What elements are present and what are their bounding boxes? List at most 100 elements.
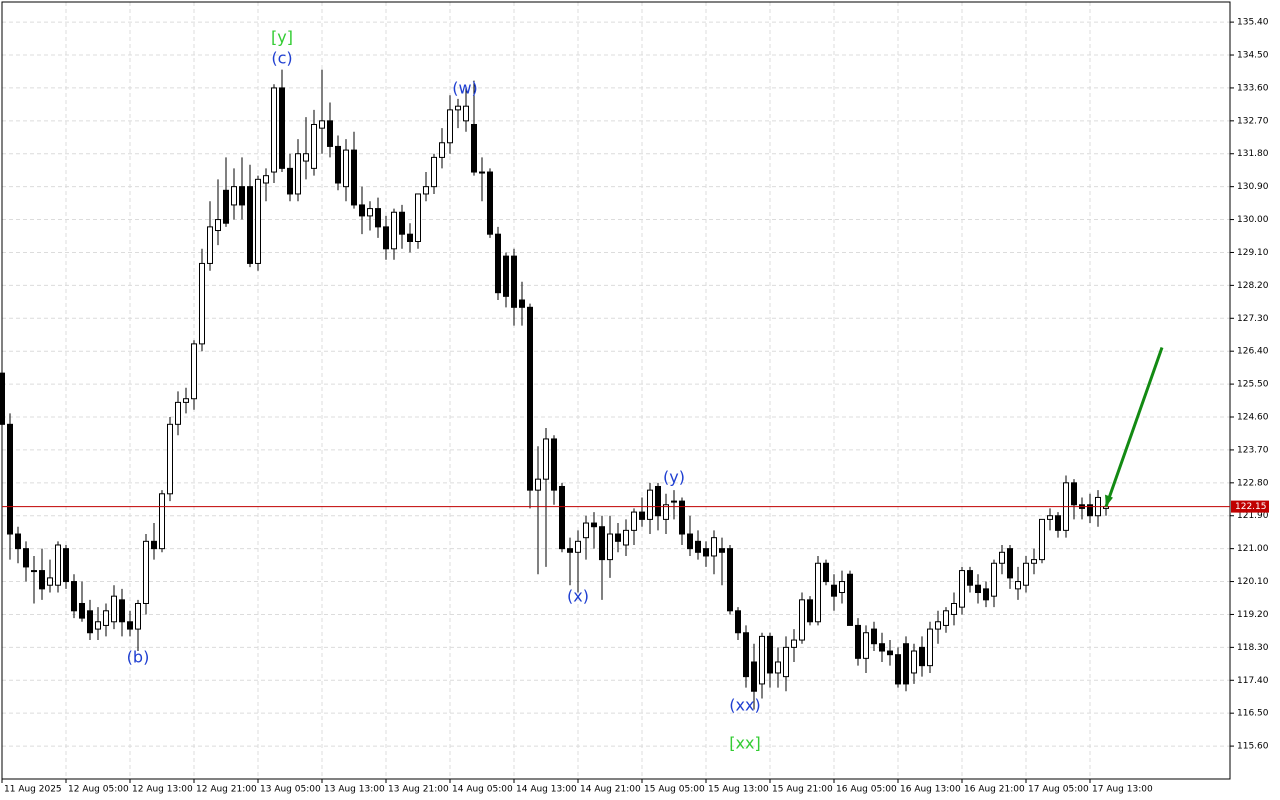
x-tick-label: 14 Aug 05:00 bbox=[452, 785, 513, 795]
y-tick-label: 121.00 bbox=[1237, 544, 1269, 554]
candle-body bbox=[599, 526, 605, 561]
candle-body bbox=[503, 255, 509, 297]
x-tick-label: 15 Aug 05:00 bbox=[644, 785, 705, 795]
candle-body bbox=[71, 581, 77, 612]
candle-body bbox=[1071, 482, 1077, 506]
x-tick-label: 11 Aug 2025 bbox=[4, 785, 62, 795]
candle-body bbox=[727, 548, 733, 612]
candle-body bbox=[367, 208, 373, 217]
candle-body bbox=[439, 142, 445, 158]
plot-frame bbox=[1, 1, 1231, 780]
candle-body bbox=[135, 602, 141, 630]
candle-body bbox=[423, 186, 429, 195]
candle-body bbox=[999, 551, 1005, 564]
candle-body bbox=[407, 233, 413, 242]
candle-body bbox=[983, 588, 989, 601]
wave-label: (w) bbox=[452, 79, 478, 98]
candle-body bbox=[639, 511, 645, 520]
candle-body bbox=[951, 602, 957, 615]
candle-body bbox=[47, 577, 53, 586]
forecast-line bbox=[1104, 347, 1164, 508]
candle-body bbox=[527, 306, 533, 491]
y-tick-label: 115.60 bbox=[1237, 742, 1269, 752]
candle-body bbox=[703, 548, 709, 557]
y-tick-label: 132.70 bbox=[1237, 116, 1269, 126]
candle-body bbox=[767, 635, 773, 674]
y-tick-label: 122.80 bbox=[1237, 478, 1269, 488]
candle-body bbox=[783, 646, 789, 678]
candle-body bbox=[1055, 515, 1061, 531]
candle-body bbox=[15, 533, 21, 550]
candle-body bbox=[895, 654, 901, 685]
candle-body bbox=[335, 145, 341, 184]
candle-body bbox=[631, 511, 637, 531]
candle-body bbox=[375, 208, 381, 228]
candle-body bbox=[911, 650, 917, 674]
candle-body bbox=[183, 398, 189, 403]
candle-body bbox=[303, 153, 309, 162]
candle-body bbox=[1007, 548, 1013, 579]
candle-body bbox=[207, 226, 213, 264]
candle-body bbox=[1047, 515, 1053, 520]
candle-body bbox=[567, 548, 573, 553]
candle-body bbox=[343, 149, 349, 188]
candle-body bbox=[287, 167, 293, 195]
candle-body bbox=[247, 186, 253, 264]
y-tick-label: 117.40 bbox=[1237, 676, 1269, 686]
candle-body bbox=[391, 211, 397, 250]
candle-body bbox=[223, 189, 229, 224]
y-tick-label: 123.70 bbox=[1237, 445, 1269, 455]
candle-body bbox=[735, 610, 741, 634]
candle-body bbox=[455, 105, 461, 111]
candle-body bbox=[479, 171, 485, 174]
candle-body bbox=[871, 628, 877, 645]
candle-body bbox=[111, 595, 117, 623]
candle-body bbox=[87, 610, 93, 634]
candle-body bbox=[759, 635, 765, 685]
candle-body bbox=[919, 646, 925, 667]
candle-body bbox=[471, 123, 477, 173]
candle-body bbox=[687, 533, 693, 550]
candle-body bbox=[743, 632, 749, 678]
candle-body bbox=[199, 262, 205, 345]
candle-body bbox=[63, 548, 69, 583]
forecast-arrowhead bbox=[1105, 494, 1113, 507]
candle-body bbox=[55, 544, 61, 586]
candle-body bbox=[39, 570, 45, 590]
candle-body bbox=[1023, 562, 1029, 586]
candle-body bbox=[671, 500, 677, 503]
candle-body bbox=[231, 186, 237, 206]
candle-body bbox=[647, 489, 653, 520]
wave-label: (b) bbox=[127, 648, 150, 667]
y-tick-label: 134.50 bbox=[1237, 51, 1269, 61]
candle-body bbox=[271, 87, 277, 173]
wave-label: [xx] bbox=[729, 734, 760, 753]
candle-body bbox=[431, 156, 437, 188]
candle-body bbox=[791, 639, 797, 648]
candle-body bbox=[623, 529, 629, 546]
candle-body bbox=[79, 602, 85, 619]
candle-body bbox=[1031, 559, 1037, 564]
y-tick-label: 133.60 bbox=[1237, 83, 1269, 93]
candle-body bbox=[319, 120, 325, 129]
candle-body bbox=[399, 211, 405, 235]
candle-body bbox=[831, 584, 837, 597]
candle-body bbox=[327, 120, 333, 147]
candle-body bbox=[799, 599, 805, 641]
wave-label: (y) bbox=[663, 468, 685, 487]
candle-body bbox=[95, 621, 101, 630]
y-tick-label: 116.50 bbox=[1237, 709, 1269, 719]
candle-body bbox=[543, 438, 549, 480]
candle-body bbox=[519, 299, 525, 308]
candle-body bbox=[1087, 504, 1093, 517]
candle-body bbox=[935, 621, 941, 630]
candle-body bbox=[863, 632, 869, 659]
candle-body bbox=[679, 500, 685, 535]
candle-body bbox=[215, 219, 221, 232]
candle-body bbox=[823, 562, 829, 583]
candle-body bbox=[23, 548, 29, 568]
y-tick-label: 127.30 bbox=[1237, 314, 1269, 324]
x-tick-label: 14 Aug 21:00 bbox=[580, 785, 641, 795]
wave-label: (xx) bbox=[729, 696, 760, 715]
